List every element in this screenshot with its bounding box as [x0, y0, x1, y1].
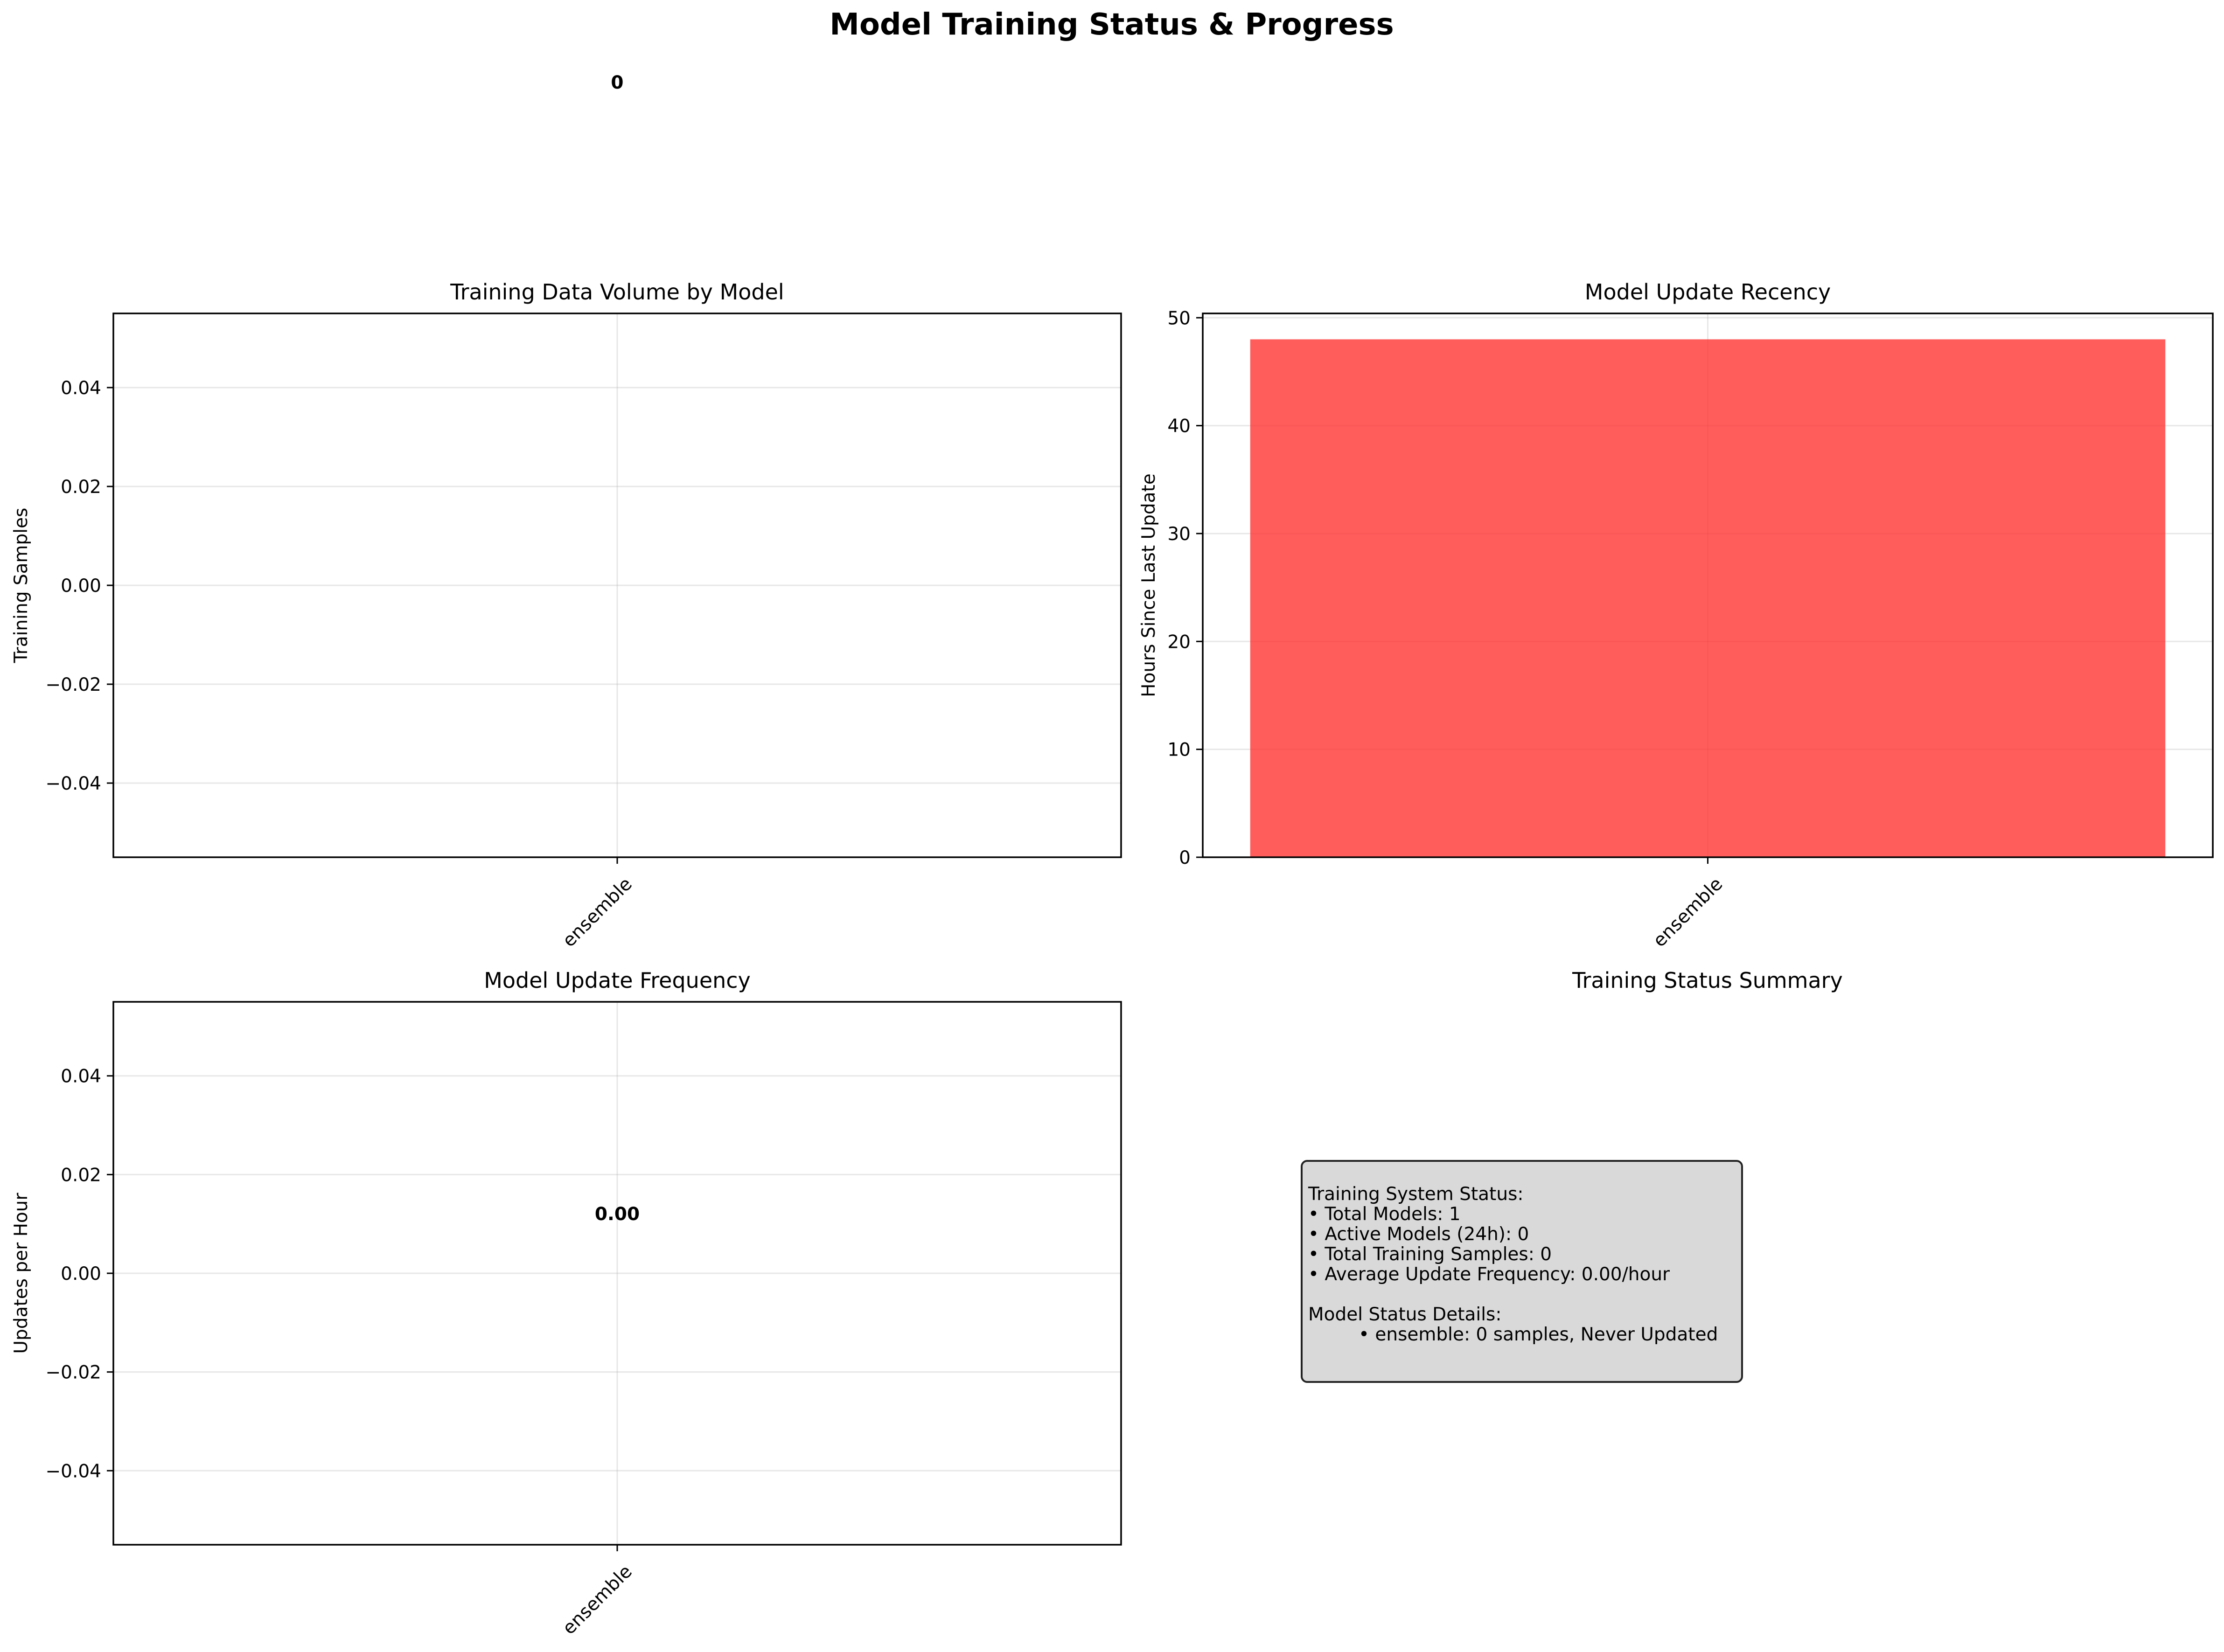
y-tick-label: 20 [1167, 632, 1191, 652]
y-tick-label: 0.04 [61, 378, 101, 399]
summary-line-2: • Active Models (24h): 0 [1308, 1224, 1529, 1245]
y-tick-label: −0.04 [45, 1461, 101, 1482]
summary-title: Training Status Summary [1572, 968, 1843, 993]
chart-title: Model Update Recency [1585, 279, 1831, 305]
summary-line-1: • Total Models: 1 [1308, 1204, 1461, 1225]
summary-detail-line-0: • ensemble: 0 samples, Never Updated [1359, 1324, 1718, 1345]
update-recency-chart: 0 10 20 30 40 50 ensemble Model Update Recency H… [1138, 279, 2214, 951]
y-tick-label: −0.02 [45, 674, 101, 695]
y-tick-label: 10 [1167, 740, 1191, 761]
summary-box: Training System Status: • Total Models: … [1301, 1160, 1743, 1383]
chart-title: Model Update Frequency [484, 968, 751, 993]
x-tick-label: ensemble [558, 874, 636, 951]
y-tick-label: 0.04 [61, 1066, 101, 1087]
y-tick-label: 50 [1167, 308, 1191, 329]
y-tick-label: 0.00 [61, 576, 101, 597]
y-tick-label: 0.02 [61, 1165, 101, 1186]
data-label: 0 [611, 72, 623, 93]
summary-line-3: • Total Training Samples: 0 [1308, 1244, 1552, 1265]
y-axis-label: Training Samples [11, 508, 32, 664]
y-tick-label: 0 [1179, 847, 1191, 868]
figure-title: Model Training Status & Progress [830, 7, 1394, 42]
bar-ensemble [1250, 339, 2166, 857]
y-axis-label: Updates per Hour [11, 1192, 32, 1354]
summary-details-header: Model Status Details: [1308, 1304, 1502, 1325]
data-label: 0.00 [595, 1204, 640, 1225]
y-tick-label: 0.02 [61, 477, 101, 498]
summary-line-4: • Average Update Frequency: 0.00/hour [1308, 1264, 1670, 1285]
x-tick-label: ensemble [558, 1561, 636, 1639]
update-frequency-chart: 0.00 −0.04 −0.02 0.00 0.02 0.04 ensemble Model … [11, 968, 1122, 1639]
y-tick-label: −0.04 [45, 773, 101, 794]
y-tick-label: 30 [1167, 524, 1191, 545]
y-tick-label: −0.02 [45, 1362, 101, 1383]
training-volume-chart: 0 −0.04 −0.02 0.00 0.02 0.04 ensemble Training … [11, 72, 1122, 951]
y-tick-label: 40 [1167, 416, 1191, 437]
chart-title: Training Data Volume by Model [450, 279, 784, 305]
y-axis-label: Hours Since Last Update [1138, 473, 1159, 697]
y-tick-label: 0.00 [61, 1263, 101, 1284]
summary-line-0: Training System Status: [1308, 1184, 1524, 1205]
x-tick-label: ensemble [1649, 874, 1727, 951]
